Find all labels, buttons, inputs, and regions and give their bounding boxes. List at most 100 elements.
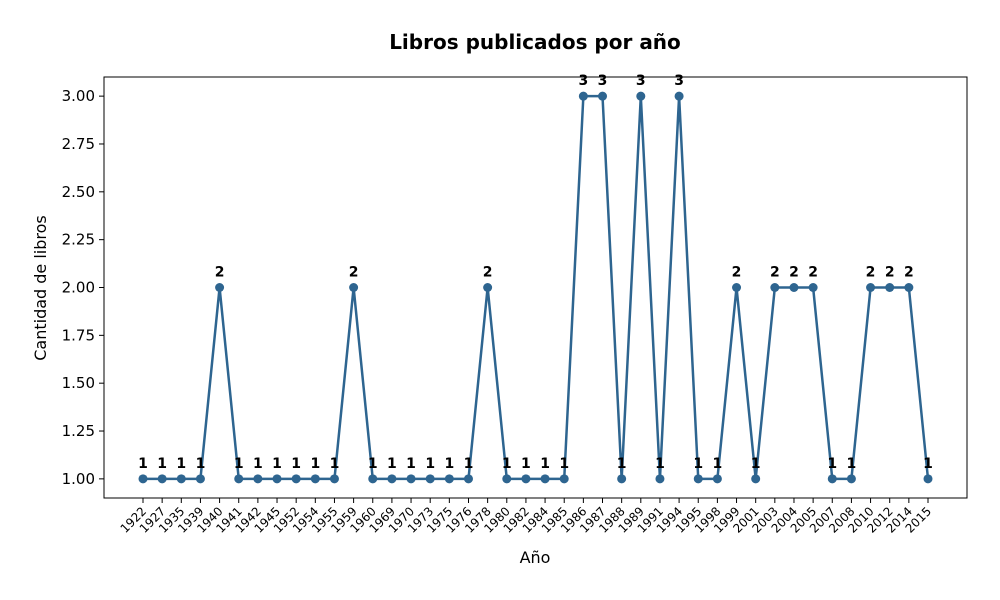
data-label: 1 <box>464 456 474 472</box>
data-label: 1 <box>540 456 550 472</box>
data-point <box>540 474 550 484</box>
data-label: 1 <box>291 456 301 472</box>
y-tick-label: 1.25 <box>62 422 95 440</box>
data-point <box>502 474 512 484</box>
data-label: 1 <box>444 456 454 472</box>
data-point <box>712 474 722 484</box>
chart-title: Libros publicados por año <box>389 30 681 54</box>
data-label: 3 <box>636 73 646 89</box>
data-point <box>215 283 225 292</box>
data-label: 1 <box>272 456 282 472</box>
data-point <box>234 474 244 484</box>
data-point <box>866 283 876 292</box>
data-label: 2 <box>866 265 876 281</box>
data-label: 2 <box>770 265 780 281</box>
data-point <box>444 474 454 484</box>
data-label: 1 <box>847 456 857 472</box>
data-label: 3 <box>674 73 684 89</box>
data-point <box>176 474 186 484</box>
data-point <box>617 474 627 484</box>
data-label: 1 <box>234 456 244 472</box>
data-label: 1 <box>502 456 512 472</box>
data-label: 1 <box>713 456 723 472</box>
data-label: 3 <box>578 73 588 89</box>
data-point <box>655 474 665 484</box>
data-point <box>693 474 703 484</box>
data-label: 2 <box>349 265 359 281</box>
y-tick-label: 1.00 <box>62 470 95 488</box>
data-label: 2 <box>215 265 225 281</box>
data-point <box>195 474 205 484</box>
data-point <box>904 283 914 292</box>
data-label: 1 <box>827 456 837 472</box>
data-label: 2 <box>808 265 818 281</box>
y-tick-label: 3.00 <box>62 87 95 105</box>
data-point <box>310 474 320 484</box>
data-label: 1 <box>387 456 397 472</box>
data-point <box>291 474 301 484</box>
data-label: 1 <box>521 456 531 472</box>
data-point <box>827 474 837 484</box>
data-point <box>846 474 856 484</box>
data-point <box>253 474 263 484</box>
data-point <box>885 283 895 292</box>
data-point <box>674 91 684 101</box>
x-axis-label: Año <box>520 548 551 567</box>
data-point <box>808 283 818 292</box>
x-axis: 1922192719351939194019411942194519521954… <box>118 498 934 536</box>
data-label: 1 <box>559 456 569 472</box>
data-label: 1 <box>655 456 665 472</box>
data-point <box>559 474 569 484</box>
data-point <box>138 474 148 484</box>
data-label: 1 <box>923 456 933 472</box>
y-axis: 1.00 1.25 1.50 1.75 2.00 2.25 2.50 2.75 3.00 <box>62 87 104 488</box>
data-label: 2 <box>885 265 895 281</box>
data-point <box>636 91 646 101</box>
y-tick-label: 2.25 <box>62 231 95 249</box>
y-tick-label: 2.75 <box>62 135 95 153</box>
data-label: 3 <box>598 73 608 89</box>
data-label: 1 <box>330 456 340 472</box>
data-label: 1 <box>310 456 320 472</box>
data-point <box>521 474 531 484</box>
data-label: 1 <box>617 456 627 472</box>
y-tick-label: 1.75 <box>62 326 95 344</box>
data-point <box>157 474 167 484</box>
data-label: 2 <box>483 265 493 281</box>
data-point <box>463 474 473 484</box>
data-label: 1 <box>253 456 263 472</box>
data-point <box>578 91 588 101</box>
data-label: 1 <box>196 456 206 472</box>
data-point <box>387 474 397 484</box>
data-label: 2 <box>789 265 799 281</box>
data-point <box>732 283 742 292</box>
data-point <box>272 474 282 484</box>
data-label: 1 <box>368 456 378 472</box>
data-point <box>483 283 493 292</box>
data-point <box>923 474 933 484</box>
data-label: 1 <box>157 456 167 472</box>
data-point <box>329 474 339 484</box>
data-point <box>789 283 799 292</box>
y-axis-label: Cantidad de libros <box>31 215 50 361</box>
data-point <box>770 283 780 292</box>
data-point <box>368 474 378 484</box>
data-point <box>425 474 435 484</box>
data-label: 1 <box>138 456 148 472</box>
data-label: 2 <box>904 265 914 281</box>
data-label: 1 <box>693 456 703 472</box>
data-label: 1 <box>406 456 416 472</box>
data-point <box>349 283 359 292</box>
y-tick-label: 2.50 <box>62 183 95 201</box>
y-tick-label: 1.50 <box>62 374 95 392</box>
data-label: 1 <box>425 456 435 472</box>
data-label: 1 <box>751 456 761 472</box>
data-point <box>598 91 608 101</box>
y-tick-label: 2.00 <box>62 279 95 297</box>
data-label: 2 <box>732 265 742 281</box>
data-point <box>751 474 761 484</box>
data-point <box>406 474 416 484</box>
data-label: 1 <box>176 456 186 472</box>
